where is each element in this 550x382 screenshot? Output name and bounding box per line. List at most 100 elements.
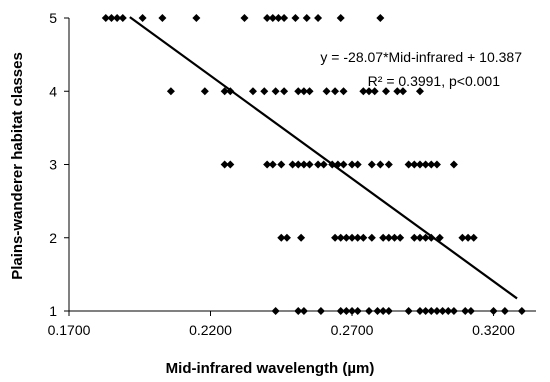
data-point	[379, 233, 388, 242]
y-axis-title: Plains-wanderer habitat classes	[9, 52, 26, 280]
data-point	[444, 307, 453, 315]
data-point	[466, 307, 475, 315]
x-axis-title: Mid-infrared wavelength (µm)	[166, 360, 375, 377]
data-point	[359, 87, 368, 96]
data-point	[294, 307, 303, 315]
regression-equation: y = -28.07*Mid-infrared + 10.387	[320, 49, 522, 65]
data-point	[260, 87, 269, 96]
data-point	[415, 233, 424, 242]
y-tick-label: 3	[49, 157, 57, 173]
data-point	[322, 87, 331, 96]
data-point	[427, 307, 436, 315]
data-point	[365, 87, 374, 96]
data-point	[396, 233, 405, 242]
data-point	[314, 160, 323, 169]
data-point	[449, 160, 458, 169]
data-point	[373, 307, 382, 315]
x-tick-label: 0.2200	[189, 322, 232, 338]
data-point	[248, 87, 257, 96]
data-point	[500, 307, 509, 315]
data-point	[438, 307, 447, 315]
data-point	[381, 87, 390, 96]
y-tick-label: 1	[49, 303, 57, 319]
data-point	[458, 233, 467, 242]
data-point	[274, 14, 283, 22]
data-point	[384, 233, 393, 242]
data-point	[280, 14, 289, 22]
data-point	[263, 160, 272, 169]
data-point	[101, 14, 110, 22]
data-point	[348, 307, 357, 315]
data-point	[415, 307, 424, 315]
data-point	[359, 233, 368, 242]
data-points	[101, 14, 526, 315]
data-point	[376, 160, 385, 169]
data-point	[299, 87, 308, 96]
data-point	[331, 87, 340, 96]
data-point	[302, 14, 311, 22]
data-point	[339, 160, 348, 169]
data-point	[314, 14, 323, 22]
data-point	[410, 233, 419, 242]
data-point	[353, 233, 362, 242]
data-point	[319, 160, 328, 169]
regression-stats: R² = 0.3991, p<0.001	[368, 73, 501, 89]
data-point	[294, 87, 303, 96]
data-point	[339, 87, 348, 96]
data-point	[226, 160, 235, 169]
data-point	[316, 307, 325, 315]
data-point	[240, 14, 249, 22]
data-point	[277, 160, 286, 169]
data-point	[305, 160, 314, 169]
data-point	[342, 233, 351, 242]
data-point	[384, 307, 393, 315]
x-tick-label: 0.1700	[48, 322, 91, 338]
data-point	[469, 233, 478, 242]
data-point	[280, 87, 289, 96]
data-point	[517, 307, 526, 315]
data-point	[113, 14, 122, 22]
data-point	[421, 233, 430, 242]
data-point	[365, 307, 374, 315]
data-point	[353, 160, 362, 169]
data-point	[297, 233, 306, 242]
data-point	[464, 233, 473, 242]
data-point	[348, 160, 357, 169]
data-point	[200, 87, 209, 96]
data-point	[192, 14, 201, 22]
data-point	[404, 160, 413, 169]
trend-line	[129, 16, 518, 300]
x-tick-label: 0.2700	[331, 322, 374, 338]
data-point	[138, 14, 147, 22]
x-axis-ticks: 0.1700 0.2200 0.2700 0.3200	[48, 311, 515, 338]
data-point	[336, 14, 345, 22]
data-point	[305, 87, 314, 96]
data-point	[107, 14, 116, 22]
data-point	[291, 14, 300, 22]
data-point	[158, 14, 167, 22]
y-tick-label: 4	[49, 83, 57, 99]
data-point	[118, 14, 127, 22]
data-point	[489, 307, 498, 315]
data-point	[166, 87, 175, 96]
data-point	[427, 160, 436, 169]
data-point	[336, 307, 345, 315]
data-point	[449, 307, 458, 315]
data-point	[367, 160, 376, 169]
data-point	[294, 160, 303, 169]
data-point	[268, 160, 277, 169]
data-point	[288, 160, 297, 169]
data-point	[415, 160, 424, 169]
data-point	[404, 307, 413, 315]
y-tick-label: 2	[49, 230, 57, 246]
data-point	[421, 307, 430, 315]
data-point	[336, 233, 345, 242]
data-point	[370, 87, 379, 96]
data-point	[432, 307, 441, 315]
data-point	[220, 160, 229, 169]
data-point	[263, 14, 272, 22]
data-point	[282, 233, 291, 242]
data-point	[421, 160, 430, 169]
data-point	[390, 233, 399, 242]
data-point	[379, 307, 388, 315]
